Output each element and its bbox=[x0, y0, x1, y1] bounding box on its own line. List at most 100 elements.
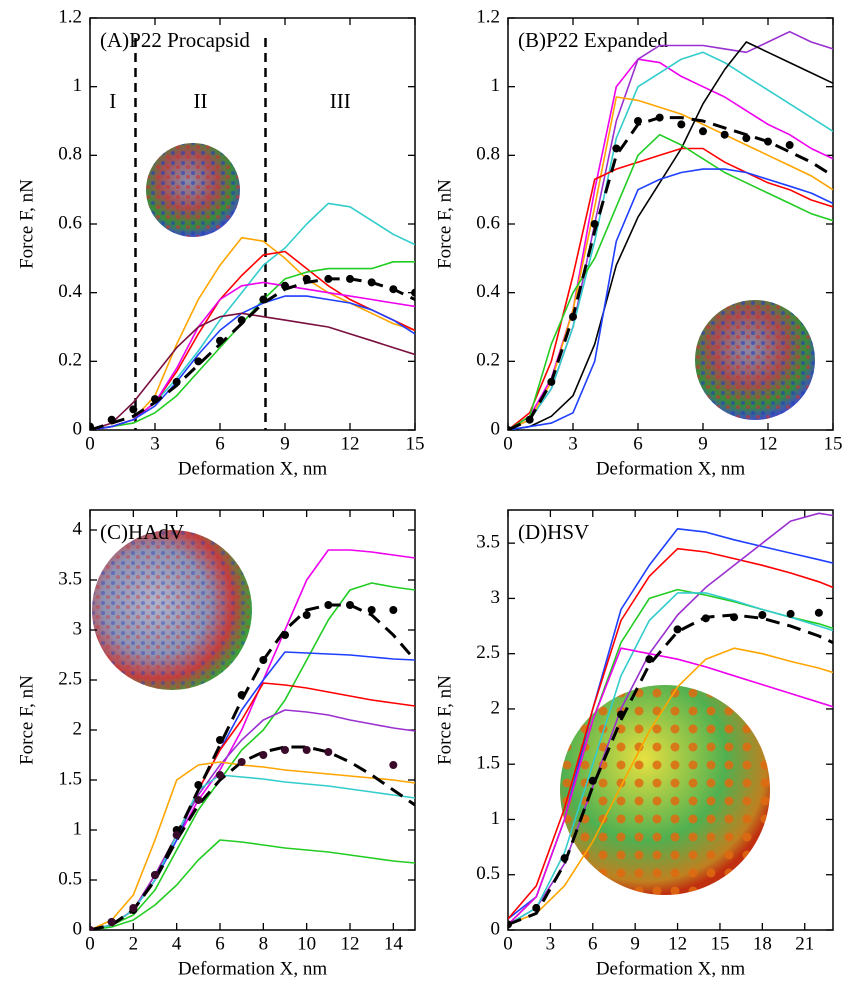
data-point bbox=[302, 274, 311, 283]
x-tick-label: 6 bbox=[633, 433, 643, 454]
force-curve bbox=[508, 647, 833, 926]
x-tick-label: 6 bbox=[215, 933, 225, 954]
x-tick-label: 15 bbox=[710, 933, 729, 954]
data-point bbox=[281, 281, 289, 290]
y-tick-label: 4 bbox=[73, 518, 83, 539]
y-tick-label: 2.5 bbox=[58, 668, 82, 689]
data-point bbox=[655, 113, 664, 122]
data-point bbox=[508, 920, 512, 929]
y-tick-label: 1 bbox=[73, 818, 83, 839]
data-point bbox=[324, 748, 333, 756]
data-point bbox=[281, 746, 289, 754]
y-tick-label: 1.5 bbox=[476, 753, 500, 774]
x-tick-label: 3 bbox=[568, 433, 578, 454]
x-tick-label: 0 bbox=[85, 433, 95, 454]
y-tick-label: 0.2 bbox=[476, 350, 500, 371]
data-point bbox=[346, 274, 354, 283]
force-curve bbox=[508, 96, 833, 430]
data-point bbox=[129, 904, 138, 912]
data-point bbox=[389, 285, 398, 294]
force-curve bbox=[90, 236, 415, 430]
data-point bbox=[216, 771, 224, 779]
y-axis-title: Force F, nN bbox=[16, 179, 37, 269]
y-tick-label: 3 bbox=[73, 618, 83, 639]
data-point bbox=[367, 278, 376, 287]
data-point bbox=[730, 613, 739, 622]
data-point bbox=[194, 781, 203, 789]
fit-curve bbox=[508, 613, 833, 926]
virus-image-c bbox=[92, 530, 252, 690]
y-tick-label: 0 bbox=[73, 918, 83, 939]
plot-series bbox=[90, 38, 415, 430]
force-curve bbox=[508, 647, 833, 926]
x-tick-label: 12 bbox=[341, 433, 360, 454]
panel-title: (C)HAdV bbox=[100, 520, 184, 544]
data-point bbox=[677, 120, 686, 129]
y-tick-label: 0.4 bbox=[58, 281, 82, 302]
x-axis-title: Deformation X, nm bbox=[178, 458, 328, 479]
y-tick-label: 1 bbox=[491, 75, 501, 96]
data-point bbox=[612, 144, 621, 153]
data-point bbox=[532, 903, 541, 912]
x-tick-label: 9 bbox=[698, 433, 708, 454]
data-point bbox=[151, 395, 159, 404]
data-point bbox=[302, 611, 311, 619]
x-tick-label: 21 bbox=[795, 933, 814, 954]
force-curve bbox=[90, 281, 415, 430]
data-point bbox=[281, 631, 289, 639]
data-point bbox=[346, 601, 354, 609]
virus-image-b bbox=[695, 300, 815, 420]
data-point bbox=[701, 614, 710, 623]
force-curve bbox=[90, 761, 415, 930]
force-curve bbox=[508, 547, 833, 920]
data-point bbox=[569, 312, 577, 321]
force-curve bbox=[90, 261, 415, 430]
x-tick-label: 12 bbox=[759, 433, 778, 454]
x-tick-label: 14 bbox=[384, 933, 404, 954]
data-point bbox=[758, 611, 767, 619]
force-curve bbox=[508, 51, 833, 430]
x-tick-label: 6 bbox=[215, 433, 225, 454]
x-tick-label: 8 bbox=[259, 933, 269, 954]
panel-title: (A)P22 Procapsid bbox=[100, 28, 250, 52]
data-point bbox=[90, 926, 94, 930]
y-tick-label: 1 bbox=[491, 808, 501, 829]
y-tick-label: 0.8 bbox=[476, 144, 500, 165]
x-tick-label: 3 bbox=[546, 933, 556, 954]
y-tick-label: 1.2 bbox=[58, 6, 82, 27]
panel-title: (D)HSV bbox=[518, 520, 589, 544]
y-tick-label: 0.6 bbox=[476, 212, 500, 233]
data-point bbox=[389, 606, 398, 614]
data-point bbox=[194, 796, 203, 804]
plot-series bbox=[508, 30, 833, 430]
data-point bbox=[90, 422, 94, 430]
force-curve bbox=[90, 839, 415, 930]
force-curve bbox=[90, 774, 415, 930]
force-curve bbox=[90, 582, 415, 930]
data-point bbox=[673, 625, 682, 634]
data-point bbox=[324, 274, 333, 283]
y-tick-label: 0 bbox=[73, 418, 83, 439]
x-axis-title: Deformation X, nm bbox=[596, 458, 746, 479]
data-point bbox=[237, 316, 246, 325]
data-point bbox=[699, 127, 707, 136]
y-tick-label: 3.5 bbox=[58, 568, 82, 589]
x-axis-title: Deformation X, nm bbox=[596, 958, 746, 979]
y-axis-title: Force F, nN bbox=[16, 675, 37, 765]
y-tick-label: 0 bbox=[491, 418, 501, 439]
data-point bbox=[367, 606, 376, 614]
y-tick-label: 2.5 bbox=[476, 642, 500, 663]
y-tick-label: 3.5 bbox=[476, 532, 500, 553]
plot-frame bbox=[89, 17, 416, 431]
y-tick-label: 0.6 bbox=[58, 212, 82, 233]
data-point bbox=[411, 288, 415, 297]
x-tick-label: 4 bbox=[172, 933, 182, 954]
x-tick-label: 10 bbox=[297, 933, 316, 954]
data-point bbox=[720, 130, 729, 139]
fit-curve bbox=[90, 277, 415, 430]
fit-curve bbox=[90, 745, 415, 930]
data-point bbox=[590, 220, 599, 228]
plot-frame bbox=[507, 509, 834, 931]
data-point bbox=[389, 761, 398, 769]
